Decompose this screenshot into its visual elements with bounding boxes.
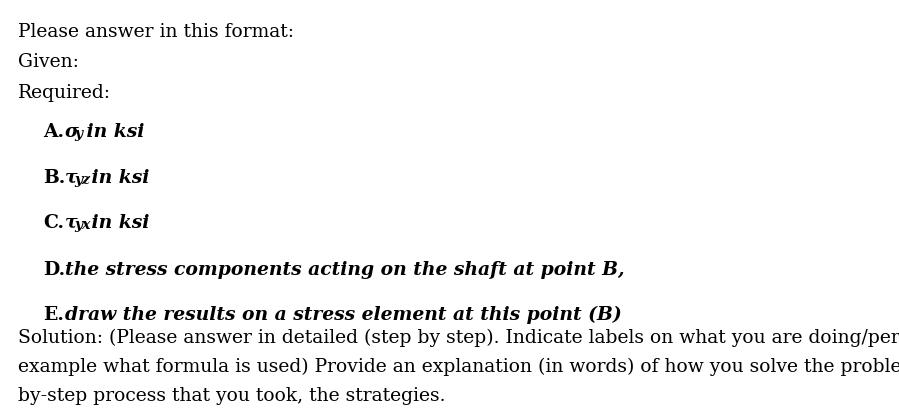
Text: τ: τ (65, 169, 77, 187)
Text: E.: E. (43, 306, 64, 324)
Text: y: y (74, 127, 82, 141)
Text: in ksi: in ksi (85, 169, 150, 187)
Text: the stress components acting on the shaft at point B,: the stress components acting on the shaf… (65, 261, 624, 279)
Text: in ksi: in ksi (80, 123, 144, 141)
Text: yx: yx (74, 218, 90, 232)
Text: A.: A. (43, 123, 64, 141)
Text: Required:: Required: (19, 84, 111, 102)
Text: example what formula is used) Provide an explanation (in words) of how you solve: example what formula is used) Provide an… (19, 358, 899, 376)
Text: Please answer in this format:: Please answer in this format: (19, 23, 295, 41)
Text: Solution: (Please answer in detailed (step by step). Indicate labels on what you: Solution: (Please answer in detailed (st… (19, 329, 899, 347)
Text: B.: B. (43, 169, 66, 187)
Text: D.: D. (43, 261, 66, 279)
Text: draw the results on a stress element at this point (B): draw the results on a stress element at … (65, 306, 621, 324)
Text: τ: τ (65, 214, 77, 232)
Text: yz: yz (74, 173, 90, 187)
Text: C.: C. (43, 214, 64, 232)
Text: σ: σ (65, 123, 78, 141)
Text: Given:: Given: (19, 53, 79, 72)
Text: by-step process that you took, the strategies.: by-step process that you took, the strat… (19, 387, 446, 405)
Text: in ksi: in ksi (85, 214, 150, 232)
